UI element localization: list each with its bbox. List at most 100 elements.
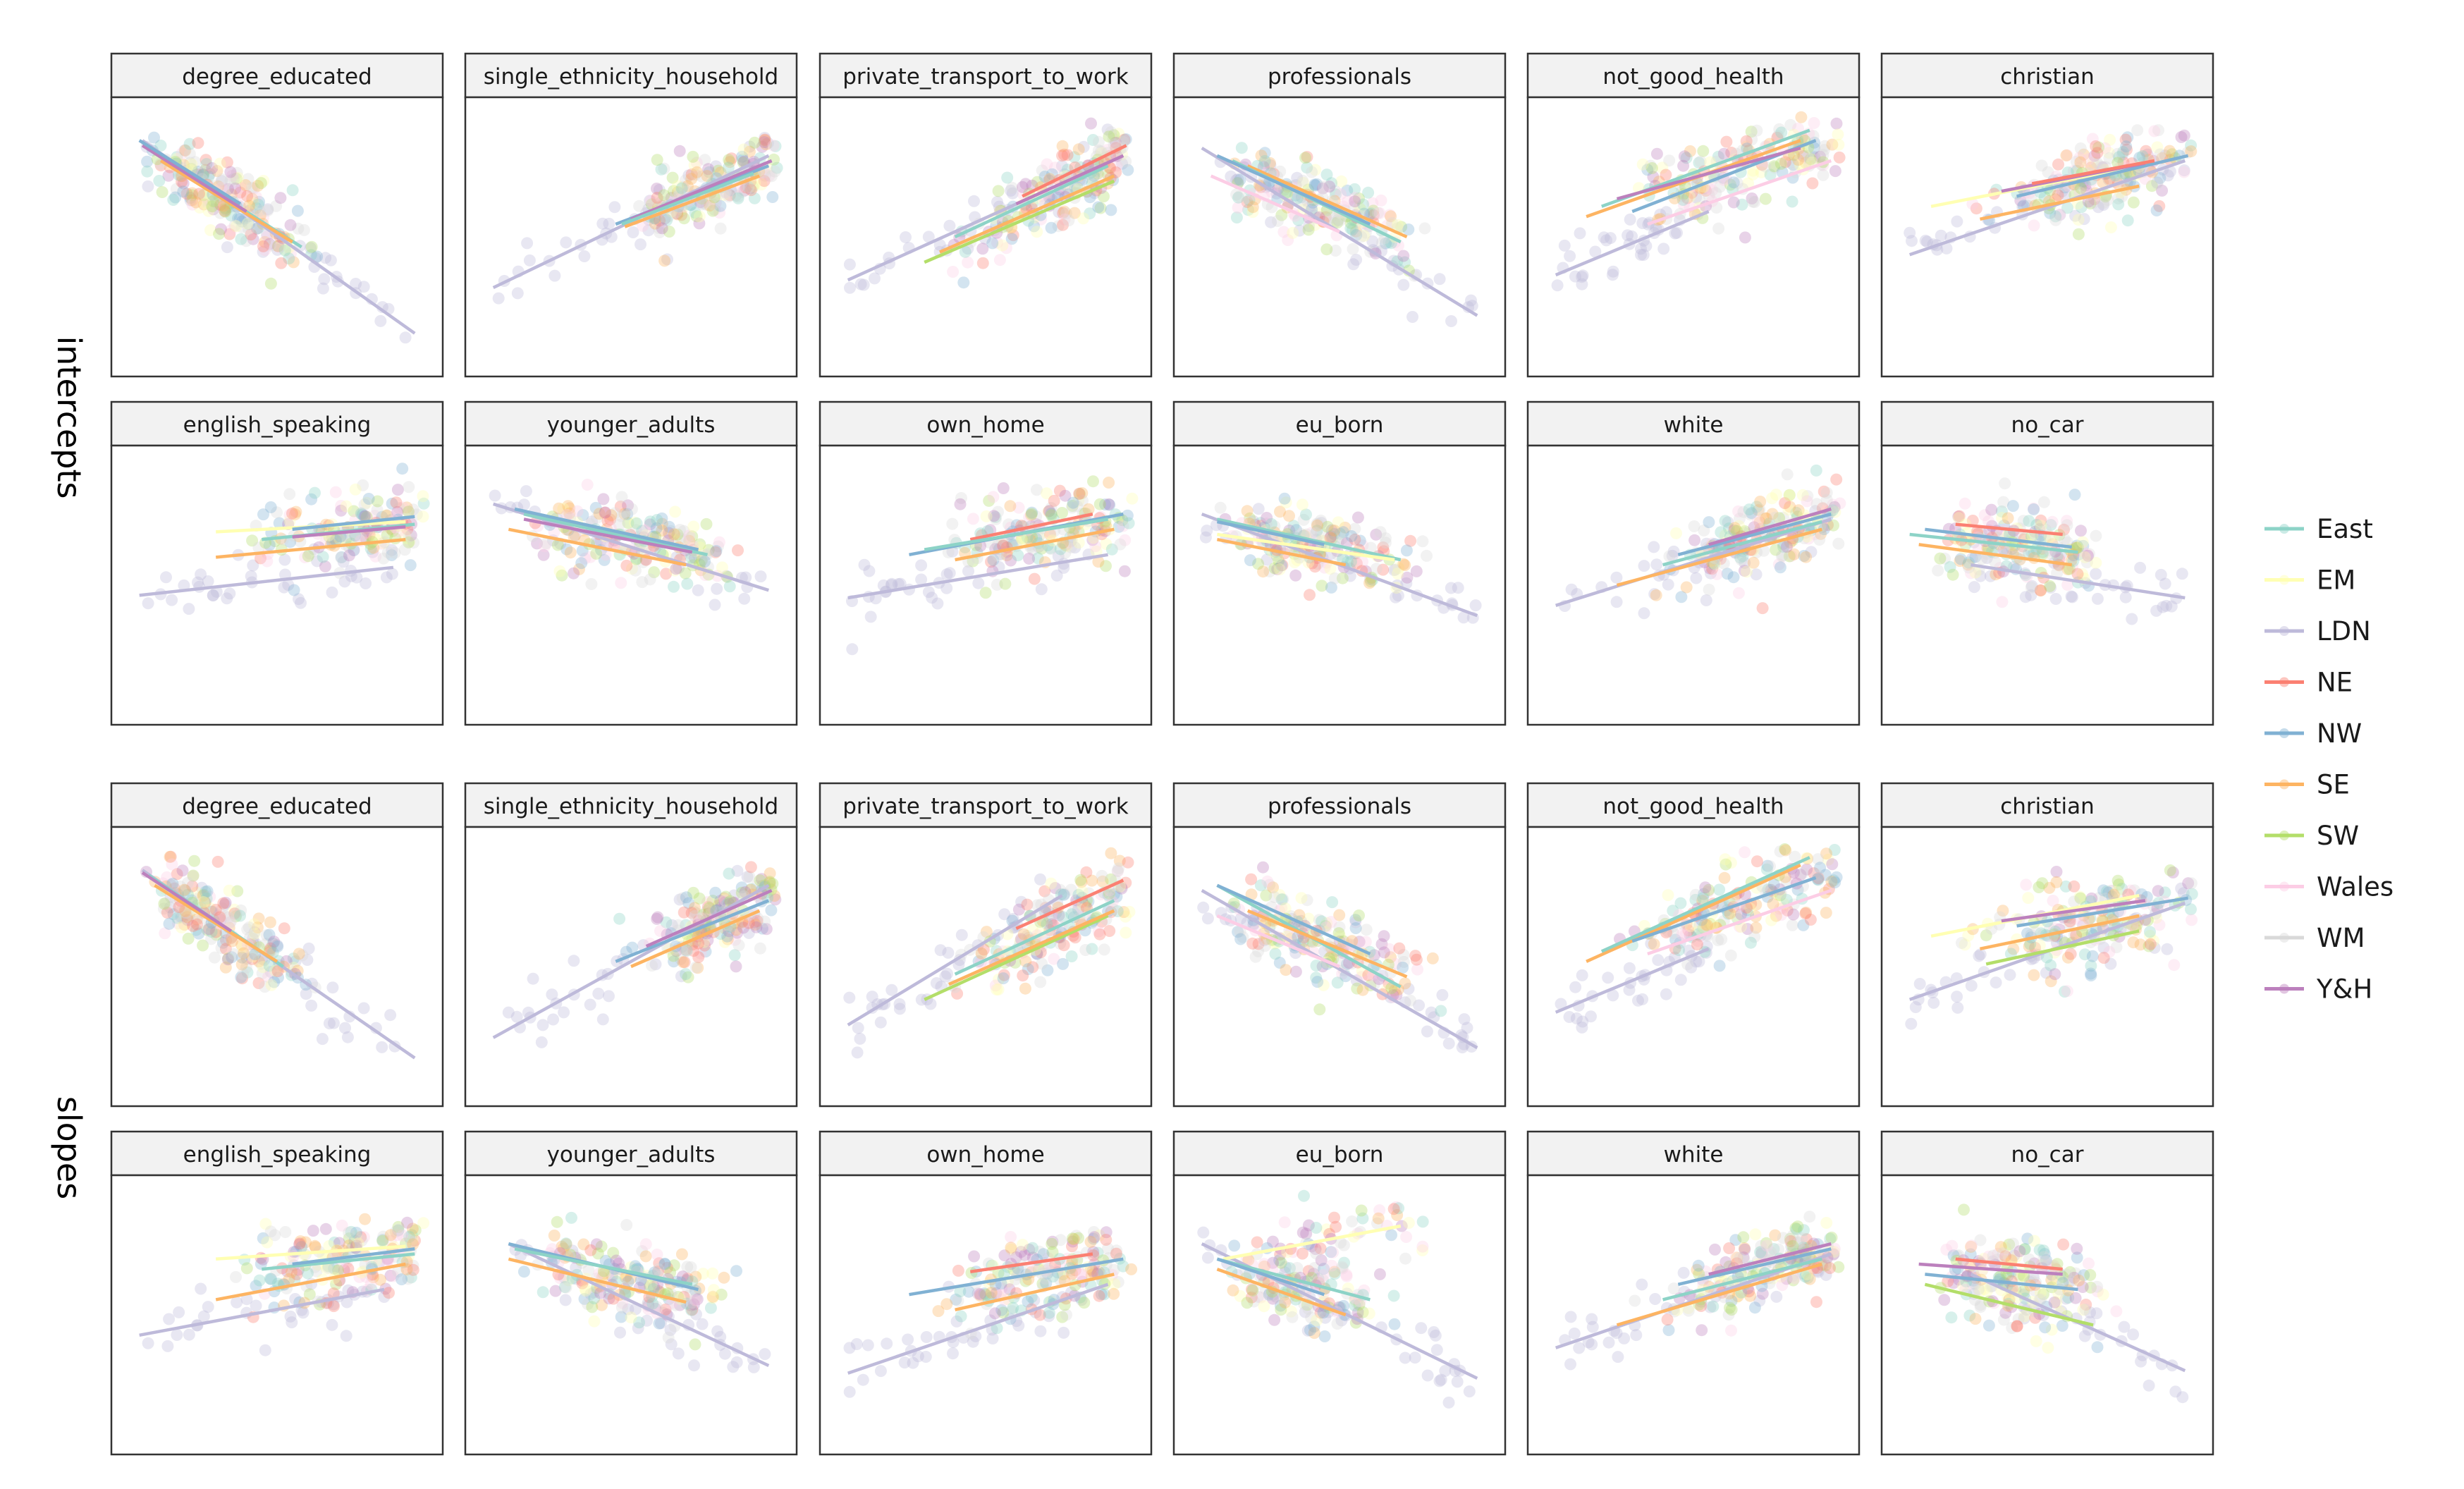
scatter-point	[1400, 544, 1413, 557]
scatter-point	[1792, 122, 1804, 135]
scatter-point	[2116, 190, 2128, 203]
scatter-point	[2164, 864, 2176, 876]
scatter-point	[988, 1307, 1001, 1320]
scatter-point	[765, 170, 778, 183]
scatter-point	[979, 587, 992, 599]
scatter-point	[1826, 858, 1839, 871]
scatter-point	[1282, 234, 1294, 246]
scatter-point	[1265, 517, 1277, 530]
scatter-point	[1330, 188, 1342, 201]
scatter-point	[1028, 572, 1041, 585]
scatter-point	[1755, 166, 1767, 178]
scatter-point	[343, 1227, 355, 1239]
scatter-point	[2038, 191, 2051, 203]
scatter-point	[1564, 250, 1576, 262]
scatter-point	[2131, 124, 2144, 137]
scatter-point	[1648, 938, 1660, 950]
scatter-point	[1947, 568, 1959, 581]
scatter-point	[1120, 926, 1132, 939]
scatter-point	[178, 144, 191, 157]
scatter-point	[625, 1311, 637, 1324]
scatter-point	[1675, 591, 1688, 603]
scatter-point	[863, 565, 876, 577]
facet-strip-label: christian	[2000, 64, 2095, 90]
scatter-point	[1574, 227, 1586, 240]
scatter-point	[1569, 981, 1582, 993]
scatter-point	[704, 1301, 717, 1314]
scatter-point	[1108, 1287, 1120, 1300]
scatter-point	[2036, 877, 2049, 890]
scatter-point	[2111, 147, 2124, 160]
scatter-point	[326, 586, 338, 599]
scatter-point	[651, 1249, 663, 1261]
scatter-point	[1344, 222, 1357, 235]
scatter-point	[1283, 510, 1295, 522]
scatter-point	[1005, 184, 1017, 197]
scatter-point	[270, 200, 283, 212]
scatter-point	[1105, 204, 1117, 216]
scatter-point	[1576, 278, 1588, 290]
scatter-point	[1123, 905, 1136, 918]
scatter-point	[1232, 191, 1244, 204]
scatter-point	[771, 161, 783, 174]
scatter-point	[2155, 568, 2167, 581]
scatter-point	[1297, 174, 1309, 187]
scatter-point	[219, 205, 232, 218]
scatter-point	[259, 235, 271, 248]
scatter-point	[1397, 278, 1410, 291]
scatter-point	[235, 233, 247, 245]
scatter-point	[1031, 176, 1043, 188]
scatter-point	[237, 967, 250, 980]
scatter-point	[340, 1330, 353, 1342]
scatter-point	[1602, 972, 1614, 984]
scatter-point	[158, 897, 171, 910]
scatter-point	[222, 183, 234, 195]
scatter-point	[553, 565, 566, 577]
scatter-point	[1055, 159, 1068, 172]
scatter-point	[675, 209, 688, 221]
scatter-point	[1360, 924, 1373, 936]
scatter-point	[2185, 145, 2198, 158]
scatter-point	[264, 239, 277, 252]
facet-strip	[110, 52, 444, 99]
scatter-point	[1005, 1242, 1017, 1254]
scatter-point	[1832, 138, 1845, 151]
scatter-point	[1739, 846, 1751, 859]
scatter-point	[653, 183, 666, 196]
scatter-point	[1769, 511, 1782, 524]
scatter-point	[1017, 928, 1030, 940]
scatter-point	[584, 998, 596, 1011]
scatter-point	[207, 195, 220, 207]
scatter-point	[596, 217, 609, 230]
scatter-point	[2042, 166, 2054, 178]
scatter-point	[264, 277, 277, 290]
scatter-point	[677, 180, 689, 193]
scatter-point	[1061, 149, 1074, 161]
scatter-point	[707, 1284, 720, 1297]
scatter-point	[1820, 907, 1832, 919]
scatter-point	[1436, 988, 1449, 1001]
scatter-point	[1397, 250, 1410, 262]
facet-strip-label: english_speaking	[183, 1142, 372, 1168]
scatter-point	[1092, 201, 1105, 214]
scatter-point	[2112, 192, 2125, 204]
scatter-point	[692, 584, 704, 596]
scatter-point	[1243, 194, 1256, 207]
scatter-point	[706, 1267, 719, 1280]
scatter-point	[1932, 564, 1944, 577]
scatter-point	[317, 282, 329, 295]
scatter-point	[1380, 237, 1392, 250]
scatter-point	[2104, 221, 2117, 233]
scatter-point	[2086, 133, 2099, 145]
scatter-point	[284, 219, 297, 231]
scatter-point	[357, 281, 370, 293]
scatter-point	[1727, 176, 1740, 189]
scatter-point	[568, 567, 580, 580]
scatter-point	[1301, 151, 1313, 164]
scatter-point	[1305, 200, 1318, 212]
scatter-point	[1551, 279, 1564, 292]
scatter-point	[1214, 501, 1227, 514]
scatter-point	[1600, 234, 1612, 247]
scatter-point	[1353, 192, 1365, 204]
scatter-point	[654, 925, 666, 937]
